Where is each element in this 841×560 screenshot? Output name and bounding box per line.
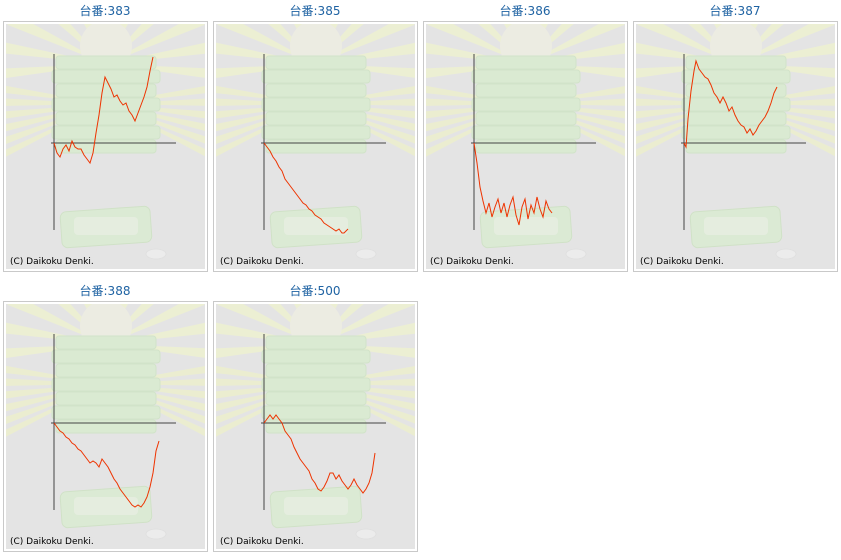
copyright-text: (C) Daikoku Denki. bbox=[10, 537, 94, 547]
slump-graph-panel[interactable]: (C) Daikoku Denki. bbox=[423, 21, 628, 272]
slump-graph-panel[interactable]: (C) Daikoku Denki. bbox=[633, 21, 838, 272]
slump-graph bbox=[6, 24, 205, 269]
slump-line bbox=[263, 142, 349, 234]
machine-cell: 台番:385 (C) Daikoku Denki. bbox=[210, 0, 420, 280]
copyright-text: (C) Daikoku Denki. bbox=[220, 257, 304, 267]
slump-graph-panel[interactable]: (C) Daikoku Denki. bbox=[213, 301, 418, 552]
machine-title-link[interactable]: 台番:383 bbox=[79, 4, 131, 18]
machine-title-link[interactable]: 台番:387 bbox=[709, 4, 761, 18]
slump-line bbox=[263, 414, 376, 494]
slump-graph bbox=[216, 24, 415, 269]
machine-title-link[interactable]: 台番:385 bbox=[289, 4, 341, 18]
background-illustration bbox=[6, 24, 205, 260]
slump-graph bbox=[6, 304, 205, 549]
copyright-text: (C) Daikoku Denki. bbox=[430, 257, 514, 267]
machine-cell: 台番:383 (C) Daikoku Denki. bbox=[0, 0, 210, 280]
slump-line bbox=[473, 142, 553, 226]
machine-cell: 台番:387 (C) Daikoku Denki. bbox=[630, 0, 840, 280]
machine-cell: 台番:500 (C) Daikoku Denki. bbox=[210, 280, 420, 560]
slump-line bbox=[53, 422, 160, 508]
slump-graph bbox=[636, 24, 835, 269]
slump-line bbox=[683, 59, 778, 149]
slump-graph-panel[interactable]: (C) Daikoku Denki. bbox=[3, 301, 208, 552]
machine-title-link[interactable]: 台番:386 bbox=[499, 4, 551, 18]
copyright-text: (C) Daikoku Denki. bbox=[220, 537, 304, 547]
slump-line bbox=[53, 56, 154, 165]
background-illustration bbox=[216, 24, 415, 260]
machine-title-link[interactable]: 台番:388 bbox=[79, 284, 131, 298]
machine-title-link[interactable]: 台番:500 bbox=[289, 284, 341, 298]
background-illustration bbox=[426, 24, 625, 260]
slump-graph bbox=[426, 24, 625, 269]
copyright-text: (C) Daikoku Denki. bbox=[640, 257, 724, 267]
copyright-text: (C) Daikoku Denki. bbox=[10, 257, 94, 267]
machine-cell: 台番:386 (C) Daikoku Denki. bbox=[420, 0, 630, 280]
machine-cell: 台番:388 (C) Daikoku Denki. bbox=[0, 280, 210, 560]
slump-graph-panel[interactable]: (C) Daikoku Denki. bbox=[213, 21, 418, 272]
background-illustration bbox=[216, 304, 415, 540]
slump-graph-panel[interactable]: (C) Daikoku Denki. bbox=[3, 21, 208, 272]
slump-graph bbox=[216, 304, 415, 549]
